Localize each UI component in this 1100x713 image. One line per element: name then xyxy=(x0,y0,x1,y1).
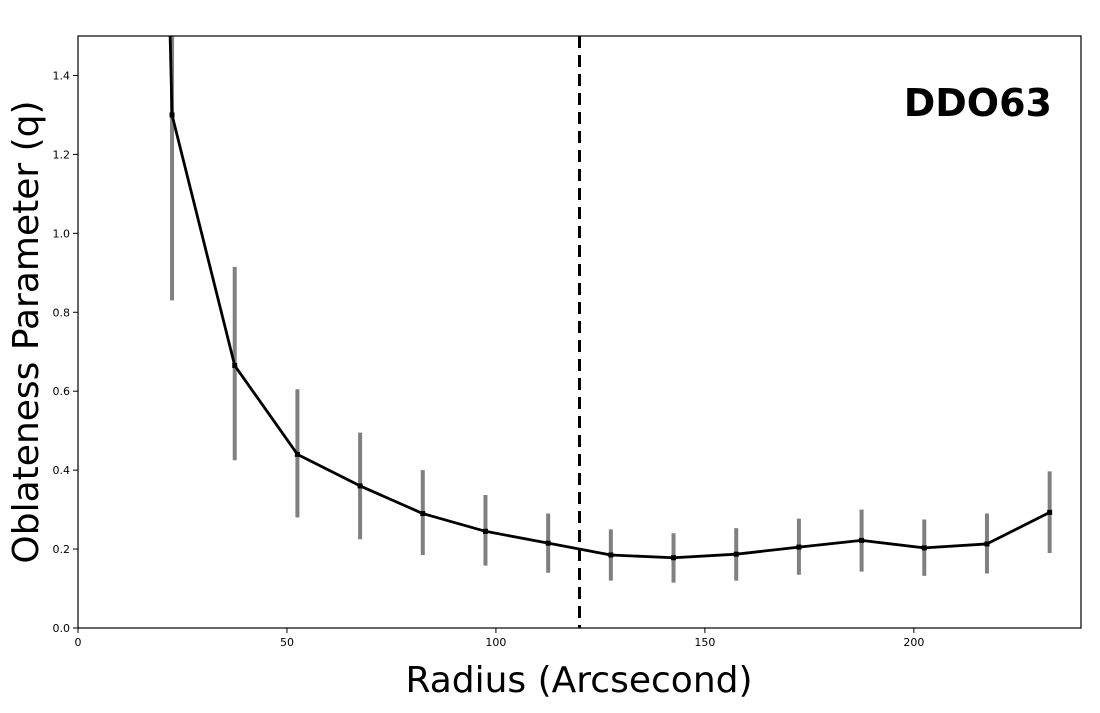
data-point xyxy=(357,483,363,489)
data-point xyxy=(1047,509,1053,515)
x-tick-label: 50 xyxy=(280,636,294,649)
data-point xyxy=(859,537,865,543)
data-point xyxy=(921,545,927,551)
data-point xyxy=(733,551,739,557)
y-tick-label: 1.4 xyxy=(53,69,71,82)
data-point xyxy=(294,451,300,457)
y-tick-label: 1.0 xyxy=(53,227,71,240)
series-line xyxy=(168,36,1051,560)
data-point xyxy=(984,541,990,547)
y-axis-title: Oblateness Parameter (q) xyxy=(6,100,47,563)
x-tick-label: 0 xyxy=(75,636,82,649)
y-tick-label: 0.6 xyxy=(53,385,71,398)
data-point xyxy=(232,363,238,369)
y-tick-label: 0.2 xyxy=(53,543,71,556)
data-point xyxy=(420,511,426,517)
x-tick-label: 150 xyxy=(694,636,715,649)
x-axis-title: Radius (Arcsecond) xyxy=(405,660,752,701)
y-tick-label: 0.8 xyxy=(53,306,71,319)
x-axis-ticks: 0 50 100 150 200 xyxy=(75,628,924,649)
data-point xyxy=(169,112,175,118)
data-point xyxy=(608,552,614,558)
data-point xyxy=(671,555,677,561)
y-tick-label: 0.0 xyxy=(53,622,71,635)
plot-frame xyxy=(77,35,1082,629)
series-group xyxy=(168,36,1053,561)
y-tick-label: 1.2 xyxy=(53,148,71,161)
data-point xyxy=(796,544,802,550)
data-point xyxy=(482,528,488,534)
x-tick-label: 100 xyxy=(485,636,506,649)
x-tick-label: 200 xyxy=(903,636,924,649)
data-point xyxy=(545,540,551,546)
y-axis-ticks: 0.0 0.2 0.4 0.6 0.8 1.0 1.2 1.4 xyxy=(53,69,78,635)
y-tick-label: 0.4 xyxy=(53,464,71,477)
galaxy-name-label: DDO63 xyxy=(904,81,1052,125)
